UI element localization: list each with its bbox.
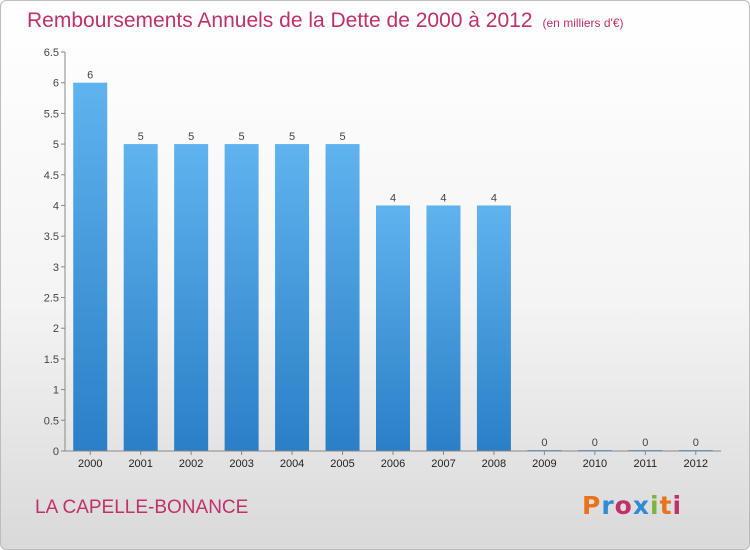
x-tick-label-2000: 2000	[78, 458, 102, 470]
y-tick-label: 5	[53, 139, 59, 151]
chart-title: Remboursements Annuels de la Dette de 20…	[27, 9, 624, 33]
bar-2008	[476, 205, 511, 451]
x-axis: 2000 2001 2002 2003 2004 2005 2006 2007 2008 2009…	[65, 450, 721, 470]
value-label-2000: 6	[87, 70, 93, 82]
bar-2001	[123, 144, 158, 452]
value-label-2006: 4	[390, 192, 396, 204]
x-tick-label-2010: 2010	[583, 458, 607, 470]
bar-2004	[275, 144, 310, 452]
bar-2006	[376, 205, 410, 451]
y-tick-label: 1	[53, 385, 59, 397]
x-tick-label-2009: 2009	[532, 458, 556, 470]
value-label-2011: 0	[642, 437, 648, 449]
y-tick-label: 4.5	[44, 170, 59, 182]
x-tick-label-2002: 2002	[179, 458, 203, 470]
value-label-2001: 5	[138, 131, 144, 143]
value-label-2004: 5	[289, 131, 295, 143]
value-label-2002: 5	[188, 131, 194, 143]
y-tick-label: 2	[53, 323, 59, 335]
commune-name: LA CAPELLE-BONANCE	[35, 497, 249, 518]
x-tick-label-2001: 2001	[128, 458, 152, 470]
x-tick-label-2006: 2006	[381, 458, 405, 470]
y-tick-label: 6.5	[44, 47, 59, 59]
y-tick-label: 5.5	[44, 108, 59, 120]
y-axis: 0 0.5 1 1.5 2 2.5 3 3.5 4 4.5 5 5.5 6 6.5	[44, 47, 66, 458]
y-tick-label: 6	[53, 78, 59, 90]
y-tick-label: 3	[53, 262, 59, 274]
value-label-2012: 0	[693, 437, 699, 449]
x-tick-label-2004: 2004	[280, 458, 304, 470]
value-label-2010: 0	[592, 437, 598, 449]
x-tick-label-2012: 2012	[684, 458, 708, 470]
value-label-2009: 0	[541, 437, 547, 449]
y-tick-label: 1.5	[44, 354, 59, 366]
chart-title-text: Remboursements Annuels de la Dette de 20…	[27, 9, 533, 32]
x-tick-label-2008: 2008	[482, 458, 506, 470]
value-label-2005: 5	[339, 131, 345, 143]
value-label-2007: 4	[440, 192, 446, 204]
value-label-2008: 4	[491, 192, 497, 204]
x-tick-label-2011: 2011	[633, 458, 657, 470]
x-tick-label-2005: 2005	[330, 458, 354, 470]
y-tick-label: 3.5	[44, 231, 59, 243]
bar-2002	[174, 144, 209, 452]
proxiti-logo: Proxiti	[582, 491, 683, 520]
bar-2005	[325, 144, 360, 452]
bar-2007	[426, 205, 461, 451]
bar-2003	[224, 144, 259, 452]
chart-subtitle: (en milliers d'€)	[542, 16, 624, 30]
y-tick-label: 0	[53, 446, 59, 458]
x-tick-label-2007: 2007	[431, 458, 455, 470]
y-tick-label: 2.5	[44, 293, 59, 305]
x-tick-label-2003: 2003	[229, 458, 253, 470]
y-tick-label: 0.5	[44, 415, 59, 427]
value-label-2003: 5	[239, 131, 245, 143]
y-tick-label: 4	[53, 200, 59, 212]
bar-2000	[73, 82, 108, 451]
bars: 6 5 5 5 5 5 4 4 4 0 0 0 0	[73, 70, 713, 452]
